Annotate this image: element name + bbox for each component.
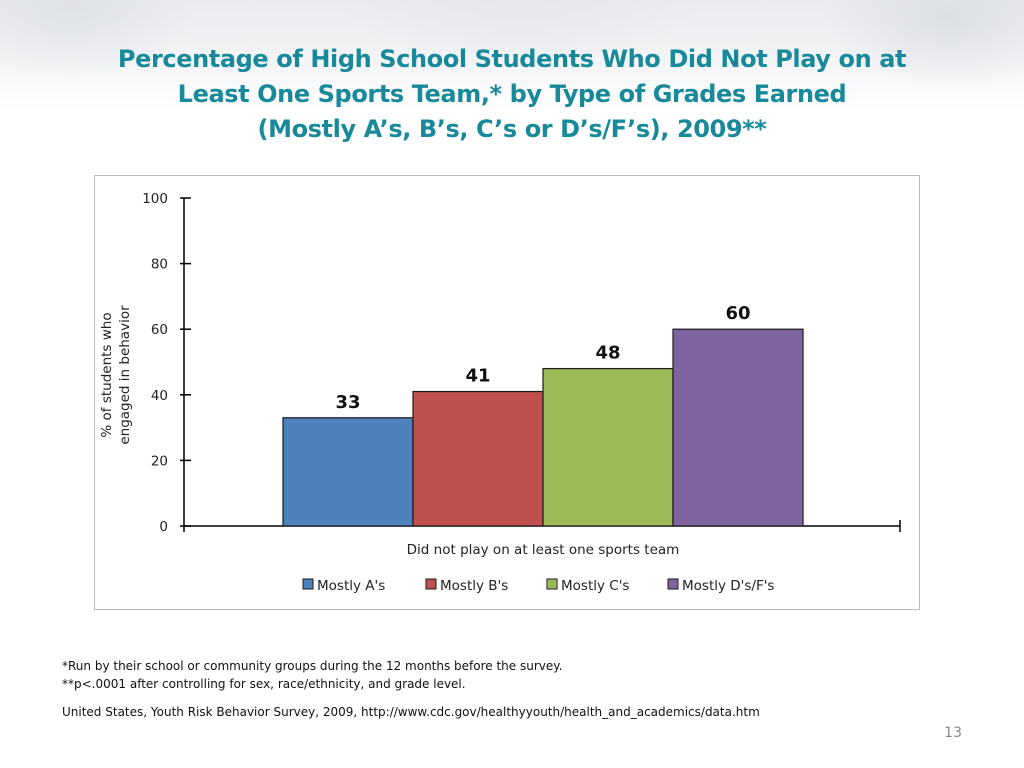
legend-swatch (425, 578, 437, 590)
bar-value-label: 48 (595, 343, 620, 364)
bar (672, 328, 804, 527)
y-tick-label: 80 (151, 257, 168, 273)
y-axis-label: % of students who engaged in behavior (98, 225, 138, 525)
title-line: Percentage of High School Students Who D… (117, 45, 907, 73)
legend-swatch (667, 578, 679, 590)
title-line: Least One Sports Team,* by Type of Grade… (177, 80, 847, 108)
y-tick-label: 60 (151, 322, 168, 338)
y-tick-label: 0 (159, 519, 168, 535)
bar-value-label: 41 (465, 366, 490, 387)
legend-swatch (546, 578, 558, 590)
title-line: (Mostly A’s, B’s, C’s or D’s/F’s), 2009*… (257, 115, 767, 143)
x-axis-label: Did not play on at least one sports team (407, 542, 680, 558)
legend-swatch (302, 578, 314, 590)
header-background (0, 0, 1024, 110)
y-axis-label-line: engaged in behavior (117, 305, 133, 445)
chart-legend: Mostly A's Mostly B's Mostly C's Mostly D's… (302, 578, 774, 594)
chart-bars (282, 328, 804, 527)
legend-label: Mostly A's (317, 578, 385, 594)
legend-label: Mostly D's/F's (682, 578, 774, 594)
slide-title: Percentage of High School Students Who D… (100, 42, 924, 147)
page-number: 13 (944, 725, 962, 741)
y-axis-label-line: % of students who (99, 312, 115, 438)
y-tick-label: 20 (151, 453, 168, 469)
footnote: *Run by their school or community groups… (62, 659, 563, 673)
bar-value-label: 60 (725, 303, 750, 324)
footnote: **p<.0001 after controlling for sex, rac… (62, 677, 466, 691)
y-tick-label: 40 (151, 388, 168, 404)
bar (542, 367, 674, 527)
chart-data-labels: 33 41 48 60 (335, 303, 750, 413)
legend-label: Mostly C's (561, 578, 629, 594)
bar-value-label: 33 (335, 392, 360, 413)
legend-label: Mostly B's (440, 578, 508, 594)
y-tick-label: 100 (142, 191, 168, 207)
bar (282, 417, 414, 527)
source-citation: United States, Youth Risk Behavior Surve… (62, 705, 760, 719)
bar (412, 390, 544, 527)
